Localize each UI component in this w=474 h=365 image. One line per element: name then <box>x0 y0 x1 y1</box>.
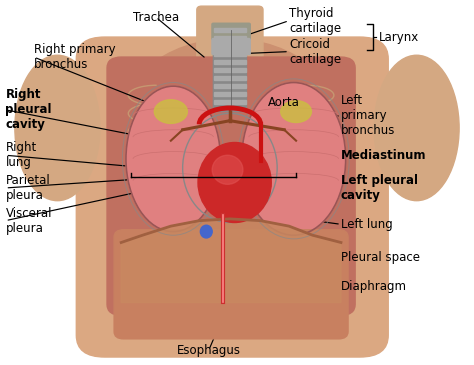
Bar <box>214 28 246 32</box>
FancyBboxPatch shape <box>197 6 263 77</box>
Ellipse shape <box>281 101 311 123</box>
Bar <box>214 92 246 96</box>
Ellipse shape <box>126 86 220 231</box>
Ellipse shape <box>198 142 271 223</box>
Text: Larynx: Larynx <box>379 31 419 43</box>
Text: Right primary
bronchus: Right primary bronchus <box>34 43 115 71</box>
Text: Mediastinum: Mediastinum <box>341 149 427 162</box>
Ellipse shape <box>242 82 346 235</box>
Text: Left
primary
bronchus: Left primary bronchus <box>341 94 395 137</box>
Bar <box>214 100 246 104</box>
Bar <box>214 36 246 40</box>
FancyBboxPatch shape <box>213 28 246 112</box>
Text: Right
lung: Right lung <box>5 141 36 169</box>
Text: Left pleural
cavity: Left pleural cavity <box>341 174 418 202</box>
Ellipse shape <box>374 55 459 201</box>
FancyBboxPatch shape <box>114 230 348 339</box>
Text: Esophagus: Esophagus <box>177 344 241 357</box>
Text: Pleural space: Pleural space <box>341 250 420 264</box>
Polygon shape <box>121 219 341 303</box>
Bar <box>214 84 246 88</box>
Text: Thyroid
cartilage: Thyroid cartilage <box>289 7 341 35</box>
Bar <box>214 44 246 48</box>
Text: Trachea: Trachea <box>133 11 179 24</box>
Ellipse shape <box>15 55 100 201</box>
FancyBboxPatch shape <box>107 57 355 315</box>
Text: Cricoid
cartilage: Cricoid cartilage <box>289 38 341 66</box>
Text: Visceral
pleura: Visceral pleura <box>5 207 52 235</box>
Text: Parietal
pleura: Parietal pleura <box>5 174 50 202</box>
Bar <box>214 76 246 80</box>
Ellipse shape <box>201 225 212 238</box>
Bar <box>214 68 246 72</box>
Bar <box>214 52 246 56</box>
FancyBboxPatch shape <box>212 39 250 54</box>
Ellipse shape <box>155 100 187 123</box>
Text: Right
pleural
cavity: Right pleural cavity <box>5 88 52 131</box>
FancyBboxPatch shape <box>212 23 250 40</box>
FancyBboxPatch shape <box>76 37 388 357</box>
Ellipse shape <box>212 155 243 184</box>
Text: Diaphragm: Diaphragm <box>341 280 407 293</box>
Text: Left lung: Left lung <box>341 218 393 231</box>
Ellipse shape <box>112 39 348 239</box>
Bar <box>214 60 246 64</box>
Text: Aorta: Aorta <box>268 96 300 109</box>
